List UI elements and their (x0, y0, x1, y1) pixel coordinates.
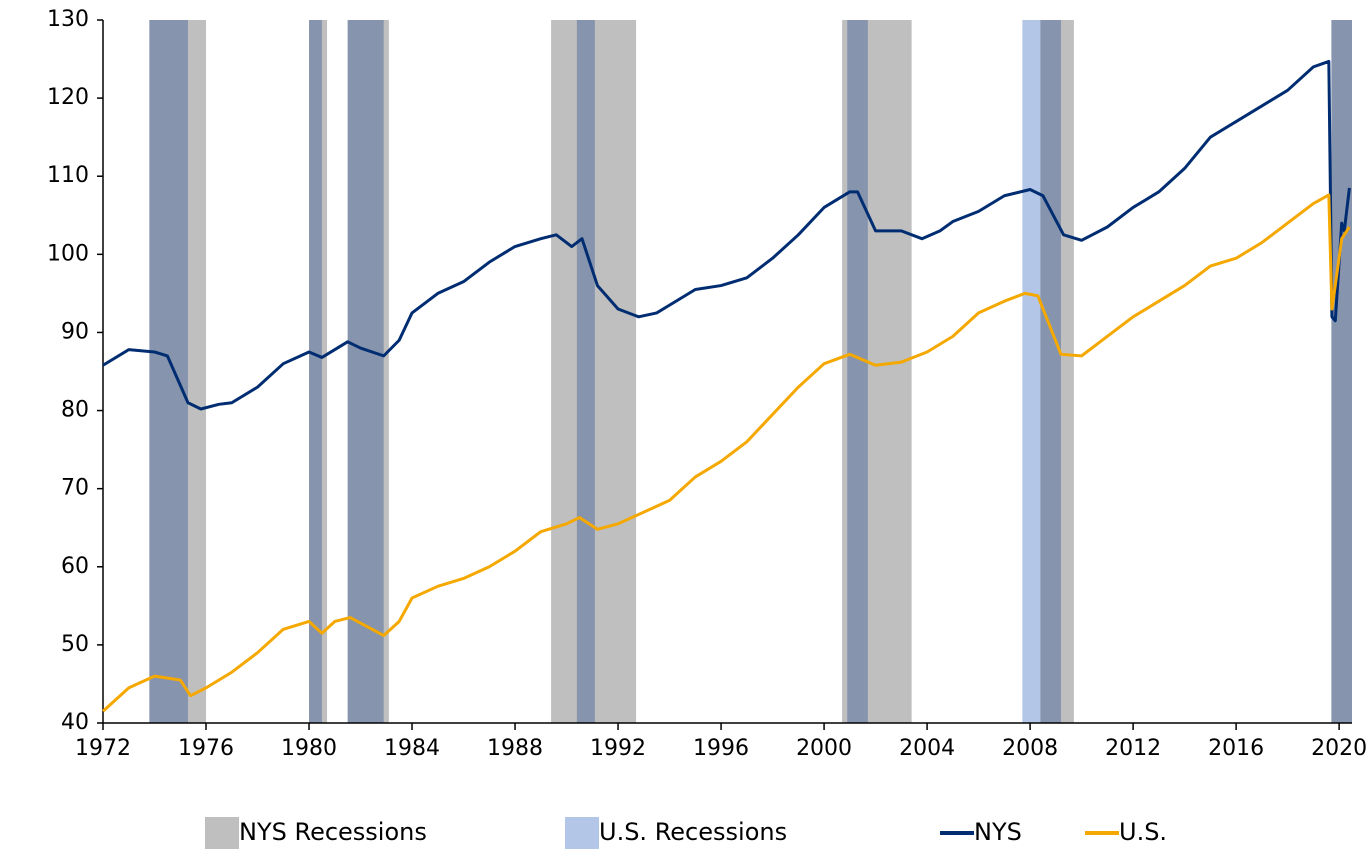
recession-bands (149, 20, 1352, 723)
y-tick-label: 70 (61, 476, 89, 501)
y-tick-label: 40 (61, 710, 89, 735)
legend-swatch (565, 817, 599, 849)
x-tick-label: 1972 (75, 736, 131, 761)
x-tick-label: 2000 (796, 736, 852, 761)
recession-band (347, 20, 384, 723)
recession-band (1331, 20, 1352, 723)
y-tick-label: 120 (47, 85, 89, 110)
x-tick-label: 2016 (1208, 736, 1264, 761)
x-tick-label: 1992 (590, 736, 646, 761)
recession-band (1022, 20, 1061, 723)
legend-swatch (205, 817, 239, 849)
y-tick-label: 100 (47, 241, 89, 266)
y-tick-label: 60 (61, 554, 89, 579)
series-line (101, 193, 1351, 713)
recession-band (847, 20, 868, 723)
recession-band (309, 20, 322, 723)
x-tick-label: 2008 (1002, 736, 1058, 761)
x-tick-label: 1980 (281, 736, 337, 761)
x-tick-label: 1988 (487, 736, 543, 761)
x-tick-label: 2012 (1105, 736, 1161, 761)
recession-band (576, 20, 595, 723)
x-tick-label: 1996 (693, 736, 749, 761)
y-tick-label: 110 (47, 163, 89, 188)
y-tick-label: 50 (61, 632, 89, 657)
legend-label: U.S. Recessions (599, 818, 787, 846)
y-tick-label: 130 (47, 7, 89, 32)
series-line (102, 59, 1351, 411)
y-tick-label: 90 (61, 319, 89, 344)
legend-label: U.S. (1119, 818, 1167, 846)
x-tick-label: 2004 (899, 736, 955, 761)
x-tick-label: 1976 (178, 736, 234, 761)
x-tick-label: 2020 (1311, 736, 1367, 761)
y-tick-label: 80 (61, 398, 89, 423)
legend-label: NYS Recessions (239, 818, 427, 846)
recession-band (149, 20, 188, 723)
x-tick-label: 1984 (384, 736, 440, 761)
legend-label: NYS (974, 818, 1022, 846)
